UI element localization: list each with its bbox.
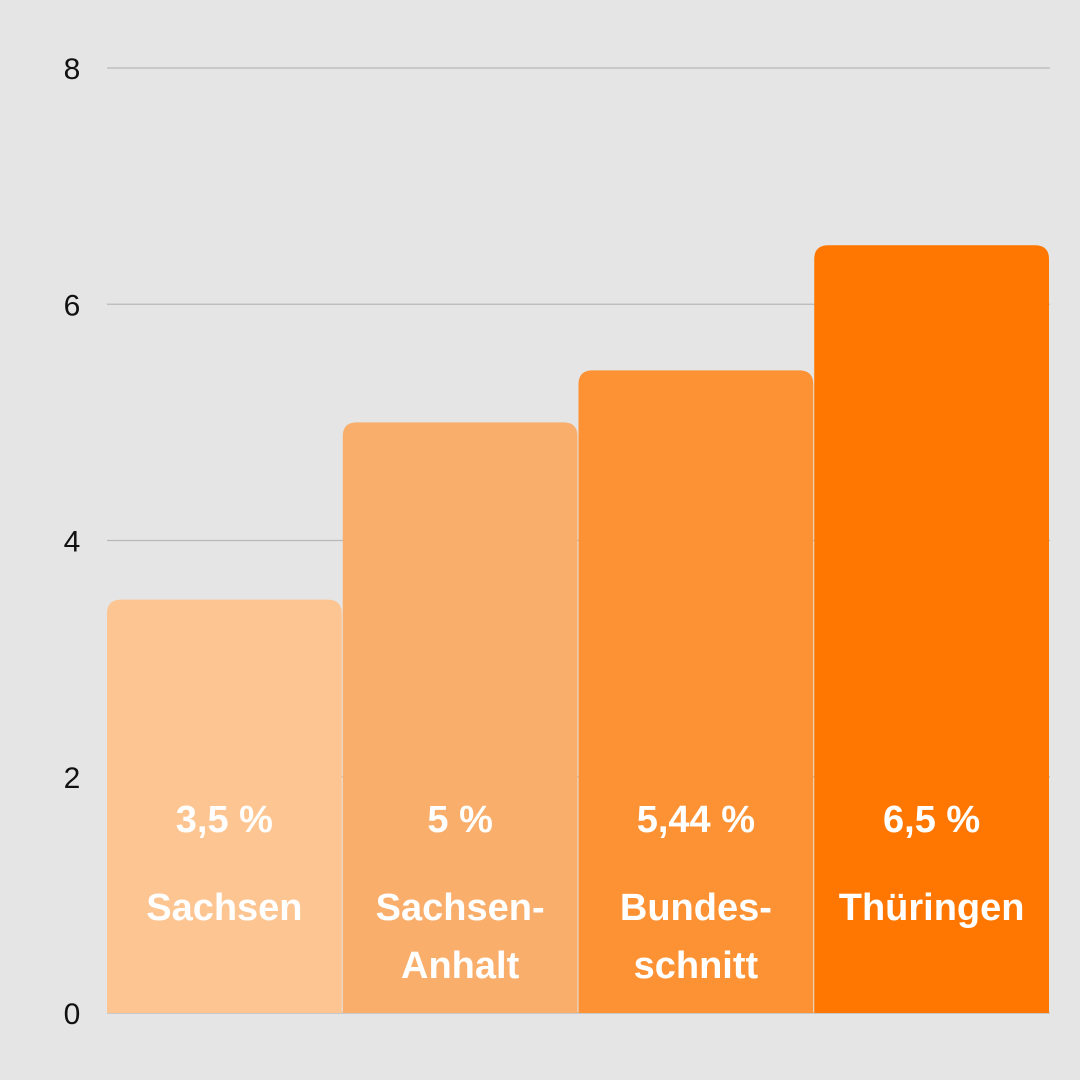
bar-value-label: 6,5 % (883, 799, 980, 841)
y-tick-label: 0 (64, 998, 81, 1031)
bar-category-label: Anhalt (401, 945, 520, 987)
bar (342, 422, 578, 1013)
bar-value-label: 3,5 % (176, 799, 273, 841)
y-tick-label: 2 (64, 762, 81, 795)
bar-category-label: Sachsen (146, 887, 302, 929)
bar (814, 245, 1049, 1013)
y-tick-label: 6 (64, 289, 81, 322)
bar (107, 599, 342, 1013)
bar-labels: 3,5 % Sachsen 5 % Sachsen- Anhalt 5,44 % Bunde… (146, 799, 1024, 987)
bars (107, 245, 1049, 1013)
y-tick-label: 8 (64, 53, 81, 86)
bar-category-label: Bundes- (620, 887, 772, 929)
bar-value-label: 5,44 % (637, 799, 755, 841)
bar-value-label: 5 % (427, 799, 492, 841)
bar-category-label: Sachsen- (376, 887, 545, 929)
bar-category-label: schnitt (634, 945, 759, 987)
y-axis-ticks: 0 2 4 6 8 (64, 53, 81, 1031)
bar (578, 370, 814, 1013)
y-tick-label: 4 (64, 526, 81, 559)
bar-category-label: Thüringen (839, 887, 1025, 929)
